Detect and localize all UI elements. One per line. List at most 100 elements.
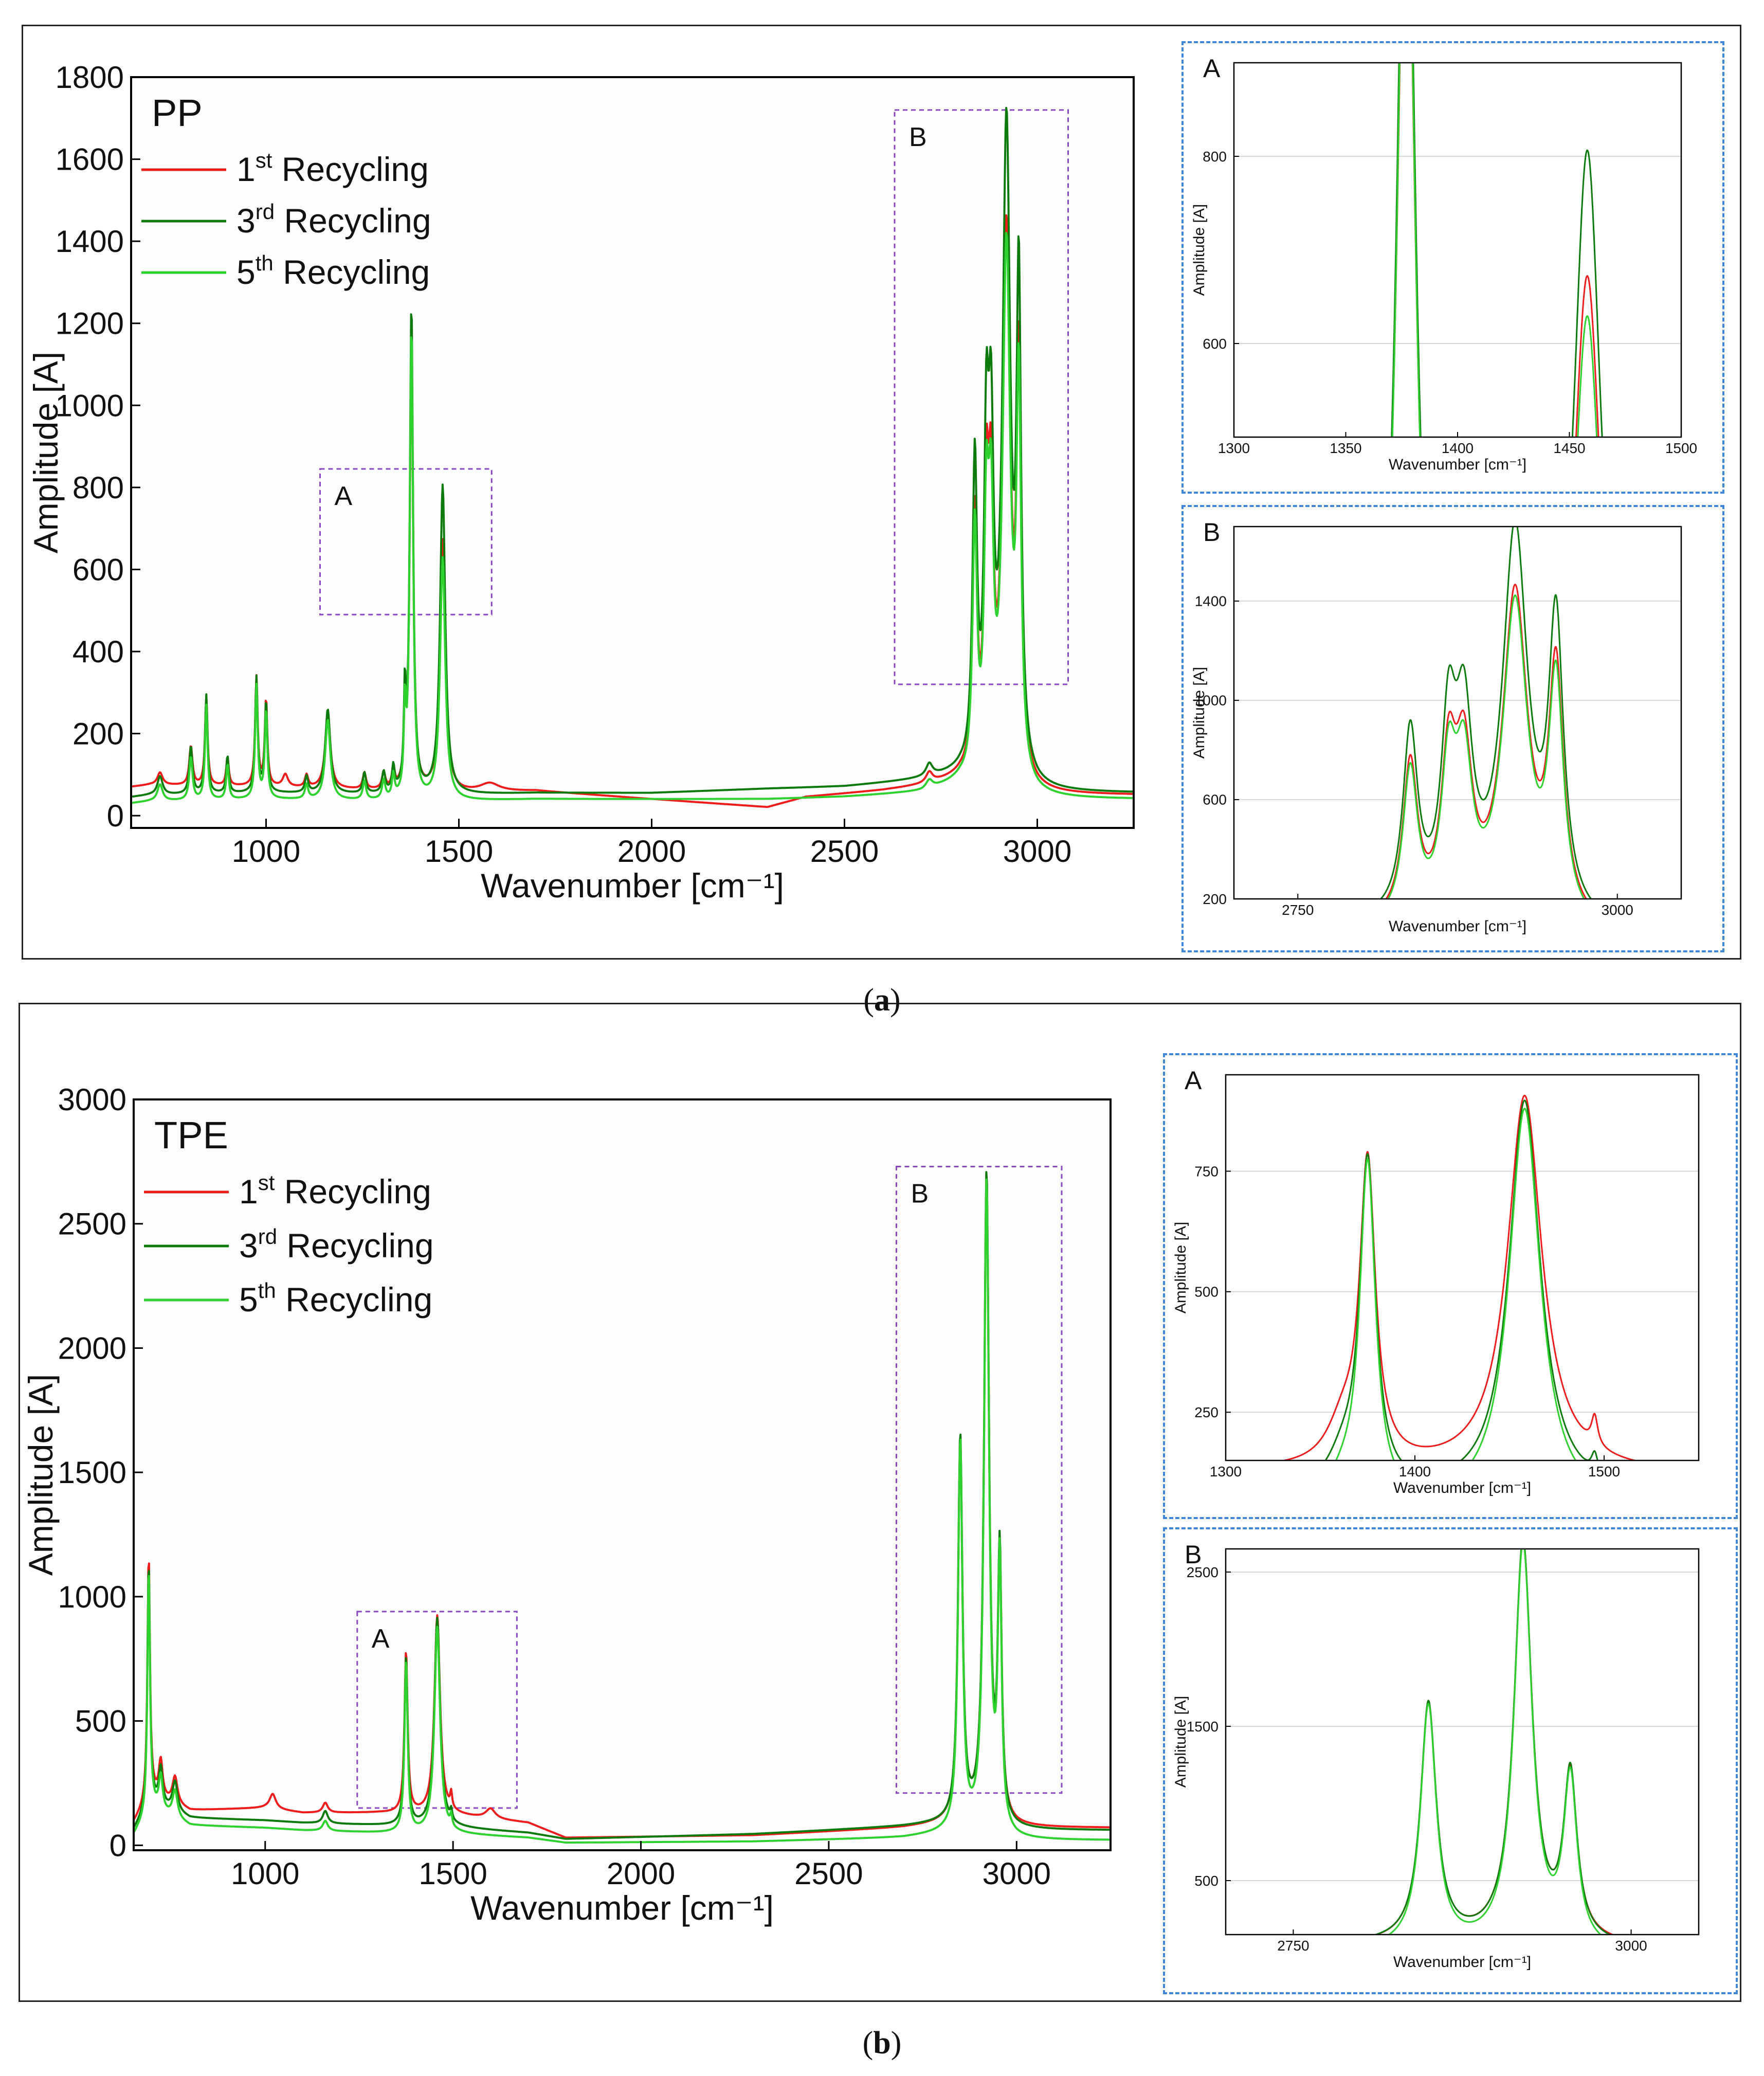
tpe-main-series-group <box>134 1171 1111 1844</box>
pp-main-xtick-label: 1000 <box>232 834 300 869</box>
tpe-main-xtick-label: 2500 <box>794 1856 863 1891</box>
pp-main-series-3rd-recycling <box>131 106 1134 798</box>
tpe-main-xtick-label: 2000 <box>607 1856 675 1891</box>
pp-main-plot-area <box>131 77 1134 828</box>
tpe-inset-b-ytick-label: 2500 <box>1187 1564 1219 1580</box>
tpe-inset-b-series-3rd-recycling <box>1373 1549 1612 1935</box>
tpe-inset-a-chart: 1300 1400 1500 250 500 750 Wavenumber [cm⁻¹] Am… <box>1172 1066 1700 1496</box>
pp-inset-a-ytick-label: 800 <box>1203 149 1227 165</box>
pp-main-ytick-label: 0 <box>107 799 124 833</box>
figure-b-frame <box>19 1003 1741 2002</box>
pp-inset-b-series-5th-recycling <box>1387 594 1585 899</box>
tpe-main-plot-area <box>134 1099 1111 1850</box>
tpe-main-legend-entry-2: 3rd Recycling <box>239 1224 434 1265</box>
tpe-main-xtick-label: 3000 <box>983 1856 1051 1891</box>
pp-main-xlabel: Wavenumber [cm⁻¹] <box>481 866 784 905</box>
pp-main-ytick-label: 1800 <box>56 60 124 95</box>
tpe-inset-a-xtick-label: 1500 <box>1588 1464 1620 1479</box>
tpe-main-legend-entry-1: 1st Recycling <box>239 1170 431 1211</box>
pp-main-ytick-label: 600 <box>72 552 124 587</box>
pp-inset-b-series-group <box>1379 527 1592 899</box>
tpe-main-ytick-label: 500 <box>75 1704 126 1739</box>
pp-main-legend-entry-3: 5th Recycling <box>237 251 430 291</box>
tpe-main-ytick-label: 1000 <box>58 1580 126 1614</box>
pp-inset-b-ytick-label: 1400 <box>1195 593 1227 609</box>
tpe-inset-b-ytick-label: 500 <box>1194 1873 1219 1889</box>
pp-main-ytick-label: 200 <box>72 717 124 751</box>
tpe-main-zoom-box-label-A: A <box>372 1624 390 1654</box>
tpe-main-series-5th-recycling <box>134 1178 1111 1844</box>
pp-inset-a-plot-area <box>1234 63 1681 437</box>
pp-inset-b-ylabel: Amplitude [A] <box>1191 667 1208 759</box>
pp-inset-a-panel-label: A <box>1203 54 1221 83</box>
pp-inset-b-axes-frame <box>1233 526 1682 900</box>
pp-inset-a-xlabel: Wavenumber [cm⁻¹] <box>1389 456 1526 473</box>
pp-main-ytick-label: 1400 <box>56 224 124 259</box>
tpe-inset-a-axes-frame <box>1225 1074 1700 1461</box>
tpe-main-title: TPE <box>154 1114 228 1157</box>
tpe-main-xlabel: Wavenumber [cm⁻¹] <box>470 1889 774 1927</box>
pp-inset-a-ytick-label: 600 <box>1203 336 1227 352</box>
pp-inset-b-xlabel: Wavenumber [cm⁻¹] <box>1389 918 1526 935</box>
caption-b: (b) <box>862 2026 902 2061</box>
pp-main-zoom-box-label-B: B <box>909 122 927 152</box>
tpe-inset-a-xtick-label: 1300 <box>1210 1464 1242 1479</box>
tpe-inset-b-xlabel: Wavenumber [cm⁻¹] <box>1393 1954 1531 1971</box>
pp-main-ylabel: Amplitude [A] <box>31 352 65 554</box>
pp-main-legend-entry-1: 1st Recycling <box>237 148 429 188</box>
pp-main-series-5th-recycling <box>131 231 1134 804</box>
inset-border-tpe-a <box>1163 1053 1738 1519</box>
pp-inset-b-ytick-label: 1000 <box>1195 693 1227 709</box>
pp-main-legend-entry-2: 3rd Recycling <box>237 200 431 240</box>
pp-main-series-group <box>131 106 1134 808</box>
pp-inset-b-plot-area <box>1234 527 1681 899</box>
pp-inset-b-series-1st-recycling <box>1385 584 1587 899</box>
pp-inset-a-xtick-label: 1350 <box>1330 440 1361 456</box>
tpe-main-chart: A B 1000 1500 2000 2500 3000 0 500 1000 1500 2000 25… <box>26 1082 1112 1927</box>
tpe-main-ylabel: Amplitude [A] <box>26 1374 60 1576</box>
pp-inset-b-ytick-label: 200 <box>1203 891 1227 907</box>
inset-border-pp-a <box>1181 41 1724 494</box>
tpe-inset-b-axes-frame <box>1225 1548 1700 1936</box>
tpe-inset-b-chart: 2750 3000 500 1500 2500 Wavenumber [cm⁻¹] Ampl… <box>1172 1540 1700 1971</box>
tpe-inset-a-xlabel: Wavenumber [cm⁻¹] <box>1393 1479 1531 1496</box>
pp-inset-a-chart: 1300 1350 1400 1450 1500 600 800 Wavenumber [cm… <box>1191 54 1697 473</box>
tpe-main-legend-entry-3: 5th Recycling <box>239 1278 432 1319</box>
tpe-inset-b-panel-label: B <box>1185 1540 1202 1569</box>
tpe-inset-a-ylabel: Amplitude [A] <box>1172 1222 1189 1313</box>
pp-main-zoom-box-label-A: A <box>335 481 353 511</box>
tpe-inset-b-series-5th-recycling <box>1387 1549 1602 1935</box>
pp-main-chart: A B 1000 1500 2000 2500 3000 0 200 400 600 800 1000 1… <box>31 60 1135 905</box>
pp-main-axes-frame <box>130 76 1135 829</box>
tpe-inset-a-panel-label: A <box>1185 1066 1202 1095</box>
tpe-inset-a-series-1st-recycling <box>1280 1094 1638 1460</box>
tpe-main-series-3rd-recycling <box>134 1171 1111 1840</box>
pp-inset-b-ytick-label: 600 <box>1203 792 1227 808</box>
pp-main-xtick-label: 2500 <box>810 834 879 869</box>
pp-inset-b-panel-label: B <box>1203 518 1220 547</box>
tpe-main-xtick-label: 1500 <box>419 1856 487 1891</box>
caption-b-letter: b <box>873 2026 891 2061</box>
pp-inset-a-ylabel: Amplitude [A] <box>1191 204 1208 296</box>
tpe-main-zoom-box-B <box>895 1166 1063 1794</box>
tpe-inset-b-xtick-label: 2750 <box>1277 1938 1309 1954</box>
tpe-inset-a-series-3rd-recycling <box>1324 1099 1598 1460</box>
tpe-main-ytick-label: 1500 <box>58 1455 126 1490</box>
pp-inset-a-xtick-label: 1300 <box>1218 440 1250 456</box>
tpe-inset-b-xtick-label: 3000 <box>1615 1938 1647 1954</box>
figure-a-frame <box>22 25 1741 960</box>
pp-main-ytick-label: 1600 <box>56 142 124 177</box>
tpe-inset-a-ytick-label: 250 <box>1194 1404 1219 1420</box>
inset-border-pp-b <box>1181 505 1724 952</box>
caption-a-letter: a <box>874 983 890 1018</box>
pp-inset-a-xtick-label: 1450 <box>1553 440 1585 456</box>
tpe-inset-a-ytick-label: 750 <box>1194 1163 1219 1179</box>
pp-inset-a-xtick-label: 1500 <box>1665 440 1697 456</box>
pp-main-xtick-label: 2000 <box>617 834 686 869</box>
tpe-inset-b-series-group <box>1373 1549 1615 1935</box>
tpe-main-zoom-box-A <box>356 1611 518 1809</box>
pp-main-xtick-label: 3000 <box>1003 834 1071 869</box>
pp-main-ytick-label: 800 <box>72 471 124 505</box>
pp-main-title: PP <box>152 92 203 134</box>
pp-inset-b-xtick-label: 2750 <box>1282 902 1314 918</box>
